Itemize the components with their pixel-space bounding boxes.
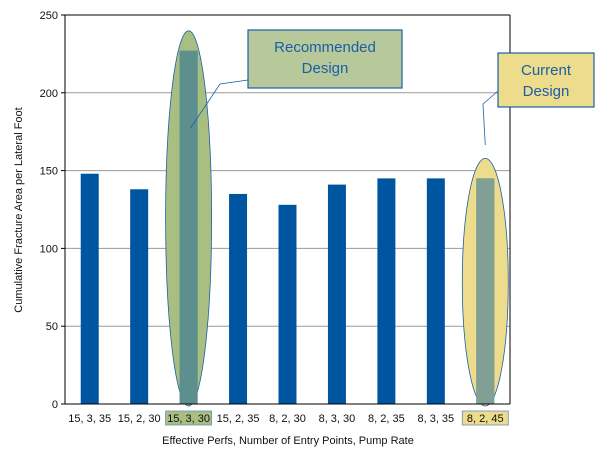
callouts: Recommended Design Current Design (190, 29, 595, 146)
callout-box (247, 29, 403, 89)
callout-pointer (482, 90, 499, 146)
callout-label: Design (302, 60, 349, 77)
y-tick-label: 250 (40, 10, 58, 22)
x-tick-label: 15, 3, 30 (167, 413, 210, 425)
x-tick-label: 8, 2, 30 (269, 413, 306, 425)
bar (327, 184, 346, 404)
y-tick-labels: 0 50 100 150 200 250 (40, 10, 58, 411)
x-tick-label: 15, 3, 35 (68, 413, 111, 425)
callout-box (497, 52, 595, 108)
callout-label: Current (521, 62, 572, 79)
bar (426, 178, 445, 404)
y-tick-label: 0 (52, 399, 58, 411)
y-tick-label: 200 (40, 88, 58, 100)
x-tick-label: 8, 3, 35 (417, 413, 454, 425)
axes (61, 14, 511, 405)
callout-label: Recommended (274, 39, 376, 56)
y-axis-title: Cumulative Fracture Area per Lateral Foo… (13, 107, 25, 312)
callout-pointer (190, 79, 249, 129)
y-tick-label: 150 (40, 166, 58, 178)
x-tick-label: 15, 2, 35 (217, 413, 260, 425)
bar-highlight-overlay (179, 50, 198, 405)
y-tick-label: 100 (40, 243, 58, 255)
callout-label: Design (523, 83, 570, 100)
bar (80, 173, 99, 404)
x-tick-label: 8, 2, 35 (368, 413, 405, 425)
y-tick-label: 50 (46, 321, 58, 333)
x-axis-title: Effective Perfs, Number of Entry Points,… (162, 435, 414, 447)
x-tick-labels: 15, 3, 35 15, 2, 30 15, 3, 30 15, 2, 35 8, 2… (68, 410, 509, 426)
x-tick-highlight-box (461, 410, 509, 426)
bars (80, 50, 495, 405)
bar (130, 189, 149, 404)
x-tick-label: 8, 2, 45 (467, 413, 504, 425)
bar-highlight-overlay (476, 178, 495, 404)
bar (278, 204, 297, 404)
x-tick-label: 8, 3, 30 (319, 413, 356, 425)
bar (229, 193, 248, 404)
x-tick-highlight-box (165, 410, 213, 426)
x-tick-label: 15, 2, 30 (118, 413, 161, 425)
bar (377, 178, 396, 404)
highlight-overlays (179, 50, 495, 405)
